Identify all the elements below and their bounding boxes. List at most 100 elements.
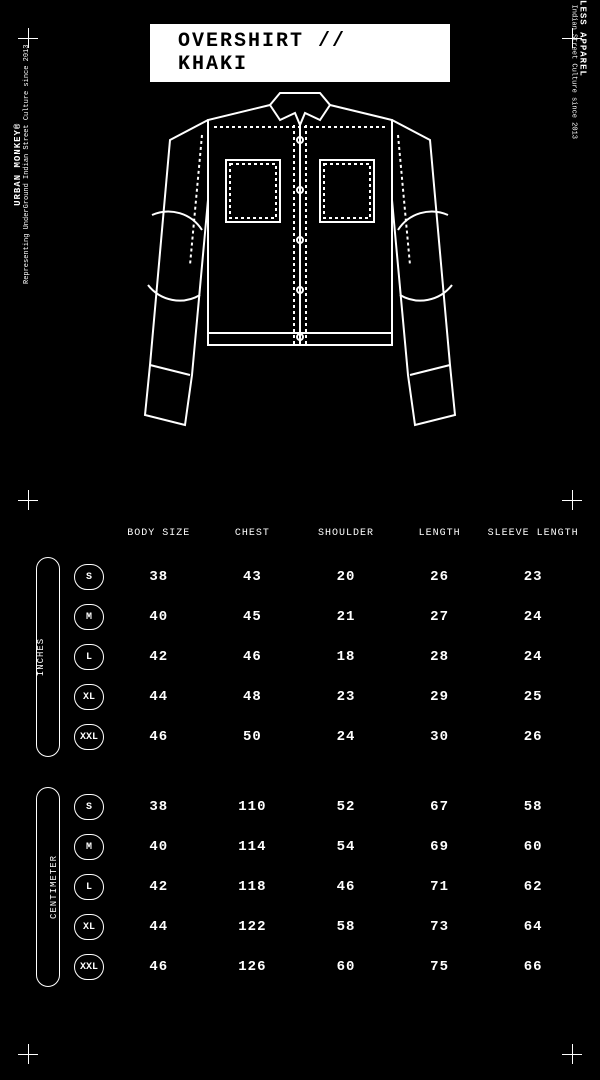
size-badge: S [74,794,104,820]
size-badge: XL [74,684,104,710]
table-row: L 4246182824 [74,637,580,677]
size-badge: XXL [74,954,104,980]
size-badge: M [74,834,104,860]
cell-value: 64 [486,919,580,935]
cell-value: 38 [112,569,206,585]
cell-value: 26 [486,729,580,745]
cell-value: 73 [393,919,487,935]
brand-text-left: URBAN MONKEY® Representing UnderGround I… [13,45,31,284]
table-row: S 3843202623 [74,557,580,597]
header-length: LENGTH [393,528,487,539]
cell-value: 45 [206,609,300,625]
brand-name-left: URBAN MONKEY® [13,45,23,284]
row-values: 4448232925 [112,689,580,705]
table-row: M 40114546960 [74,827,580,867]
corner-cross-icon [562,1044,582,1064]
size-badge: XL [74,914,104,940]
cell-value: 69 [393,839,487,855]
cell-value: 46 [206,649,300,665]
table-row: L 42118467162 [74,867,580,907]
brand-tagline-right: Representing Underground Indian Street C… [569,0,577,139]
header-shoulder: SHOULDER [299,528,393,539]
table-row: M 4045212724 [74,597,580,637]
unit-pill-icon [36,787,60,987]
cell-value: 44 [112,919,206,935]
cell-value: 60 [299,959,393,975]
cell-value: 21 [299,609,393,625]
cell-value: 42 [112,649,206,665]
cell-value: 27 [393,609,487,625]
cell-value: 24 [486,609,580,625]
cell-value: 46 [112,959,206,975]
cell-value: 54 [299,839,393,855]
cell-value: 24 [299,729,393,745]
cell-value: 71 [393,879,487,895]
cell-value: 40 [112,609,206,625]
table-row: S 38110526758 [74,787,580,827]
cell-value: 67 [393,799,487,815]
header-body-size: BODY SIZE [112,528,206,539]
unit-pill-icon [36,557,60,757]
row-values: 4650243026 [112,729,580,745]
cell-value: 23 [486,569,580,585]
corner-cross-icon [18,1044,38,1064]
brand-text-right: GENDERLESS APPAREL Representing Undergro… [569,0,587,139]
table-row: XXL 4650243026 [74,717,580,757]
brand-name-right: GENDERLESS APPAREL [577,0,587,139]
row-values: 3843202623 [112,569,580,585]
cell-value: 42 [112,879,206,895]
cell-value: 38 [112,799,206,815]
cell-value: 40 [112,839,206,855]
cell-value: 23 [299,689,393,705]
size-badge: M [74,604,104,630]
cell-value: 25 [486,689,580,705]
corner-cross-icon [18,490,38,510]
row-values: 38110526758 [112,799,580,815]
size-badge: XXL [74,724,104,750]
row-values: 4045212724 [112,609,580,625]
table-row: XXL 46126607566 [74,947,580,987]
cell-value: 50 [206,729,300,745]
size-badge: L [74,874,104,900]
cell-value: 122 [206,919,300,935]
row-values: 42118467162 [112,879,580,895]
cell-value: 126 [206,959,300,975]
table-row: XL 4448232925 [74,677,580,717]
size-badge: L [74,644,104,670]
cell-value: 28 [393,649,487,665]
cell-value: 58 [299,919,393,935]
cell-value: 26 [393,569,487,585]
header-sleeve: SLEEVE LENGTH [486,528,580,539]
cell-value: 118 [206,879,300,895]
row-values: 46126607566 [112,959,580,975]
table-row: XL 44122587364 [74,907,580,947]
cell-value: 24 [486,649,580,665]
table-headers: BODY SIZE CHEST SHOULDER LENGTH SLEEVE L… [30,528,580,539]
row-values: 40114546960 [112,839,580,855]
cell-value: 46 [299,879,393,895]
size-chart: BODY SIZE CHEST SHOULDER LENGTH SLEEVE L… [30,528,580,1017]
cell-value: 20 [299,569,393,585]
corner-cross-icon [562,490,582,510]
cell-value: 75 [393,959,487,975]
cell-value: 66 [486,959,580,975]
cell-value: 48 [206,689,300,705]
cell-value: 29 [393,689,487,705]
cell-value: 30 [393,729,487,745]
cell-value: 52 [299,799,393,815]
cell-value: 18 [299,649,393,665]
inches-section: INCHES S3843202623M4045212724L4246182824… [30,557,580,757]
product-title: OVERSHIRT // KHAKI [150,24,450,82]
size-badge: S [74,564,104,590]
row-values: 4246182824 [112,649,580,665]
cell-value: 44 [112,689,206,705]
overshirt-diagram-icon [130,85,470,445]
header-chest: CHEST [206,528,300,539]
cell-value: 58 [486,799,580,815]
brand-tagline-left: Representing UnderGround Indian Street C… [23,45,31,284]
cell-value: 110 [206,799,300,815]
cell-value: 62 [486,879,580,895]
cell-value: 46 [112,729,206,745]
row-values: 44122587364 [112,919,580,935]
cell-value: 114 [206,839,300,855]
